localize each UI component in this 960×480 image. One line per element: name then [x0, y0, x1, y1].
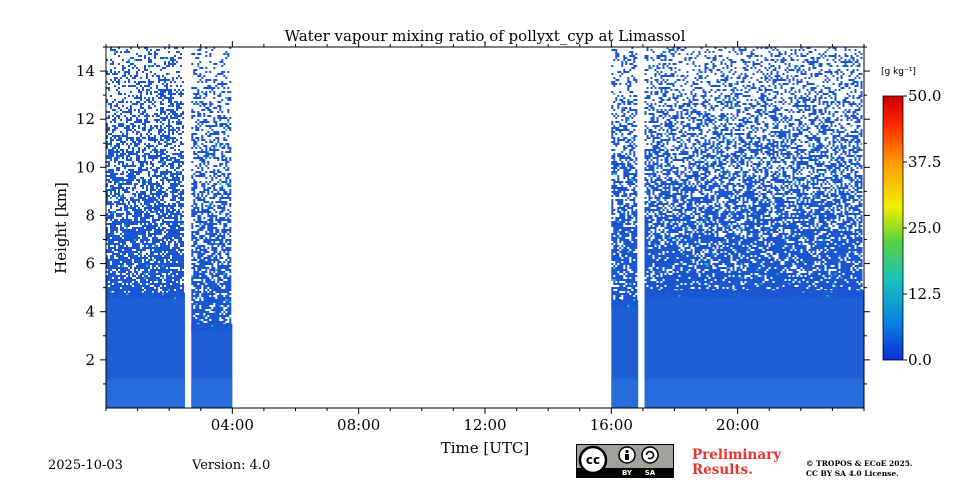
heatmap-surface-band-2 [611, 379, 639, 408]
colorbar-tick-label: 0.0 [908, 351, 932, 369]
cc-license-badge[interactable]: cc BY SA [576, 444, 674, 478]
x-axis: 04:00 08:00 12:00 16:00 20:00 [105, 41, 865, 434]
y-axis-label: Height [km] [52, 182, 70, 274]
preliminary-line-2: Results. [692, 462, 753, 478]
heatmap-noise-high-1 [191, 53, 232, 327]
x-tick-label: 20:00 [716, 416, 759, 434]
sa-label: SA [645, 469, 656, 477]
heatmap-noise-1 [191, 47, 232, 331]
date-label: 2025-10-03 [48, 458, 123, 473]
colorbar-ticks: 0.0 12.5 25.0 37.5 50.0 [903, 87, 941, 369]
x-tick-label: 12:00 [463, 416, 506, 434]
y-tick-label: 10 [76, 158, 95, 176]
y-tick-label: 6 [85, 255, 95, 273]
colorbar [882, 95, 904, 361]
heatmap-surface-band-3 [644, 379, 864, 408]
by-person-body [625, 454, 629, 460]
heatmap-noise-3 [644, 47, 863, 297]
x-axis-label: Time [UTC] [441, 439, 530, 457]
x-tick-label: 08:00 [337, 416, 380, 434]
cc-icon-text: cc [586, 453, 600, 467]
cc-icon [578, 445, 608, 475]
y-tick-label: 2 [85, 351, 95, 369]
y-tick-label: 14 [76, 62, 95, 80]
copyright-line-1: © TROPOS & ECoE 2025. [806, 459, 913, 468]
sa-arrow [645, 450, 655, 460]
chart-title: Water vapour mixing ratio of pollyxt_cyp… [285, 27, 686, 45]
copyright-line-2: CC BY SA 4.0 License. [806, 469, 899, 478]
preliminary-line-1: Preliminary [692, 447, 782, 463]
preliminary-notice: Preliminary Results. [692, 448, 781, 478]
heatmap-noise-0 [106, 47, 184, 299]
heatmap-surface-band-1 [191, 379, 233, 408]
by-person-head [625, 449, 629, 454]
sa-icon [641, 446, 659, 464]
colorbar-tick-label: 50.0 [908, 87, 941, 105]
x-tick-label: 04:00 [211, 416, 254, 434]
heatmap-data [106, 47, 864, 408]
y-tick-label: 4 [85, 303, 95, 321]
colorbar-tick-label: 25.0 [908, 219, 941, 237]
heatmap-noise-high-2 [611, 93, 636, 307]
heatmap-surface-band-0 [106, 379, 185, 408]
heatmap-noise-2 [611, 47, 638, 307]
copyright-notice: © TROPOS & ECoE 2025. CC BY SA 4.0 Licen… [806, 459, 913, 479]
version-label: Version: 4.0 [192, 458, 271, 473]
by-label: BY [622, 469, 633, 477]
y-tick-label: 8 [85, 206, 95, 224]
y-axis: 2 4 6 8 10 12 14 [76, 46, 870, 385]
y-tick-label: 12 [76, 110, 95, 128]
colorbar-tick-label: 37.5 [908, 153, 941, 171]
colorbar-tick-label: 12.5 [908, 285, 941, 303]
x-tick-label: 16:00 [590, 416, 633, 434]
colorbar-unit-label: [g kg⁻¹] [881, 67, 916, 77]
